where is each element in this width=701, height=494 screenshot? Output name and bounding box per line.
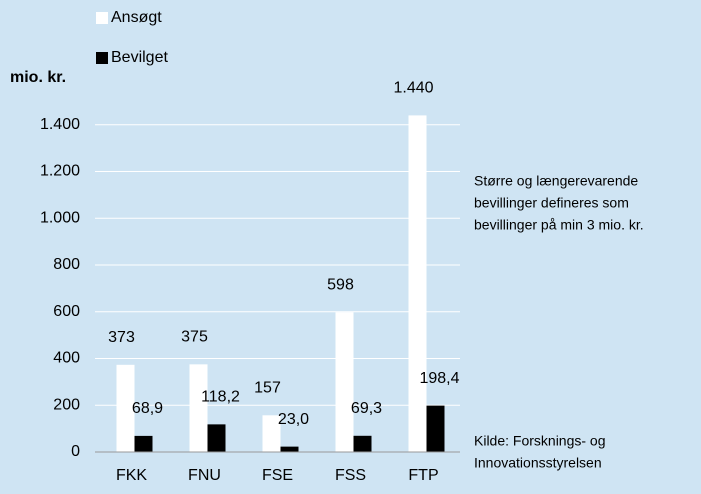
bar bbox=[280, 446, 299, 452]
bar bbox=[189, 364, 208, 452]
value-label: 1.440 bbox=[393, 80, 433, 97]
bar bbox=[353, 435, 372, 452]
bar bbox=[335, 312, 354, 452]
note: bevillinger defineres som bbox=[474, 195, 629, 211]
y-tick-label: 1.000 bbox=[40, 209, 80, 226]
y-axis-label: mio. kr. bbox=[10, 69, 66, 86]
y-tick-label: 1.400 bbox=[40, 116, 80, 133]
legend-label: Ansøgt bbox=[111, 9, 162, 26]
bar bbox=[262, 415, 281, 452]
value-label: 23,0 bbox=[278, 411, 309, 428]
note: Større og længerevarende bbox=[474, 173, 638, 189]
x-tick-label: FSE bbox=[262, 467, 293, 484]
bar bbox=[426, 405, 445, 452]
value-label: 375 bbox=[181, 329, 208, 346]
legend-label: Bevilget bbox=[111, 49, 168, 66]
bar bbox=[207, 424, 226, 452]
value-label: 598 bbox=[327, 276, 354, 293]
value-label: 198,4 bbox=[419, 370, 459, 387]
x-tick-label: FNU bbox=[188, 467, 221, 484]
note: bevillinger på min 3 mio. kr. bbox=[474, 217, 644, 233]
y-tick-label: 600 bbox=[53, 303, 80, 320]
bar bbox=[408, 115, 427, 453]
bar bbox=[116, 364, 135, 452]
bar bbox=[134, 435, 153, 452]
x-tick-label: FKK bbox=[116, 467, 147, 484]
y-tick-label: 1.200 bbox=[40, 163, 80, 180]
y-tick-label: 0 bbox=[71, 443, 80, 460]
value-label: 69,3 bbox=[351, 400, 382, 417]
value-label: 68,9 bbox=[132, 400, 163, 417]
y-tick-label: 200 bbox=[53, 396, 80, 413]
note: Kilde: Forsknings- og bbox=[474, 433, 606, 449]
x-tick-label: FSS bbox=[335, 467, 366, 484]
legend-swatch bbox=[96, 52, 108, 64]
note: Innovationsstyrelsen bbox=[474, 455, 602, 471]
x-tick-label: FTP bbox=[408, 467, 438, 484]
legend-swatch bbox=[96, 12, 108, 24]
value-label: 373 bbox=[108, 329, 135, 346]
value-label: 157 bbox=[254, 380, 281, 397]
value-label: 118,2 bbox=[201, 389, 240, 406]
y-tick-label: 400 bbox=[53, 350, 80, 367]
y-tick-label: 800 bbox=[53, 256, 80, 273]
